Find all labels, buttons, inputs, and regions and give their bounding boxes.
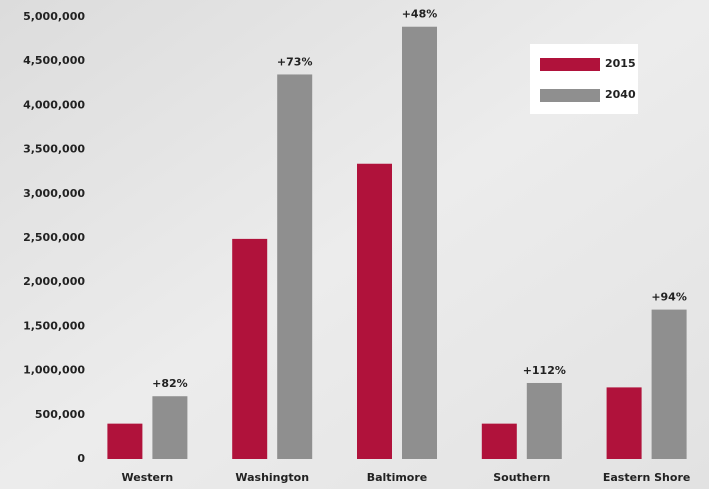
y-tick-label: 4,000,000 — [23, 98, 85, 111]
annotation: +82% — [152, 377, 188, 390]
bar — [651, 309, 687, 459]
bar — [152, 396, 188, 459]
x-tick-label: Washington — [235, 471, 309, 484]
x-tick-label: Southern — [493, 471, 550, 484]
y-tick-label: 1,000,000 — [23, 364, 85, 377]
y-tick-label: 2,000,000 — [23, 275, 85, 288]
bar — [277, 74, 313, 460]
bar — [606, 387, 642, 459]
y-tick-label: 500,000 — [35, 408, 85, 421]
bar — [357, 163, 392, 459]
x-tick-label: Baltimore — [367, 471, 428, 484]
bar — [481, 423, 517, 459]
legend-swatch — [540, 89, 600, 102]
y-tick-label: 1,500,000 — [23, 319, 85, 332]
legend-swatch — [540, 58, 600, 71]
legend-label: 2040 — [605, 88, 636, 101]
bar — [526, 382, 562, 459]
annotation: +73% — [277, 55, 313, 68]
y-tick-label: 2,500,000 — [23, 231, 85, 244]
y-tick-label: 4,500,000 — [23, 54, 85, 67]
bar — [402, 26, 437, 459]
y-tick-label: 5,000,000 — [23, 10, 85, 23]
bar — [107, 423, 143, 459]
annotation: +94% — [651, 291, 687, 304]
legend-label: 2015 — [605, 57, 636, 70]
annotation: +48% — [402, 8, 438, 21]
y-tick-label: 0 — [77, 452, 85, 465]
bar — [232, 238, 268, 459]
y-tick-label: 3,500,000 — [23, 143, 85, 156]
annotation: +112% — [523, 364, 566, 377]
legend-box — [530, 44, 638, 114]
x-tick-label: Eastern Shore — [603, 471, 690, 484]
x-tick-label: Western — [122, 471, 174, 484]
y-tick-label: 3,000,000 — [23, 187, 85, 200]
